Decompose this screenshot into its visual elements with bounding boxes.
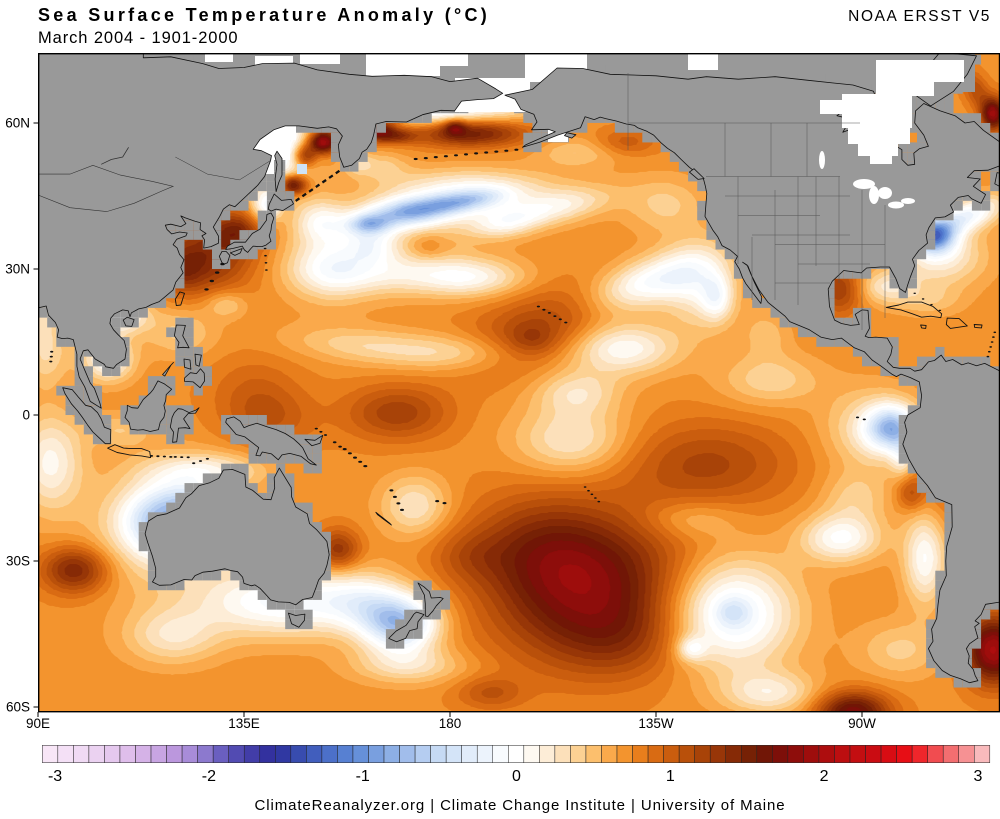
svg-text:March 2004 - 1901-2000: March 2004 - 1901-2000 xyxy=(38,29,239,47)
svg-text:-2: -2 xyxy=(202,768,216,785)
svg-text:3: 3 xyxy=(973,768,982,785)
svg-text:1: 1 xyxy=(666,768,675,785)
svg-text:0: 0 xyxy=(512,768,521,785)
svg-text:NOAA ERSST V5: NOAA ERSST V5 xyxy=(848,8,991,25)
svg-text:135W: 135W xyxy=(638,716,674,731)
svg-text:-3: -3 xyxy=(48,768,62,785)
svg-text:60S: 60S xyxy=(6,700,30,715)
svg-text:-1: -1 xyxy=(356,768,370,785)
svg-text:2: 2 xyxy=(820,768,829,785)
svg-text:90W: 90W xyxy=(848,716,876,731)
svg-text:90E: 90E xyxy=(26,716,50,731)
svg-text:135E: 135E xyxy=(228,716,260,731)
svg-text:0: 0 xyxy=(22,408,30,423)
svg-text:ClimateReanalyzer.org | Climat: ClimateReanalyzer.org | Climate Change I… xyxy=(255,797,786,814)
svg-text:30S: 30S xyxy=(6,554,30,569)
svg-text:180: 180 xyxy=(439,716,462,731)
svg-text:30N: 30N xyxy=(5,262,30,277)
svg-text:Sea Surface Temperature Anomal: Sea Surface Temperature Anomaly (°C) xyxy=(38,5,490,25)
svg-text:60N: 60N xyxy=(5,116,30,131)
